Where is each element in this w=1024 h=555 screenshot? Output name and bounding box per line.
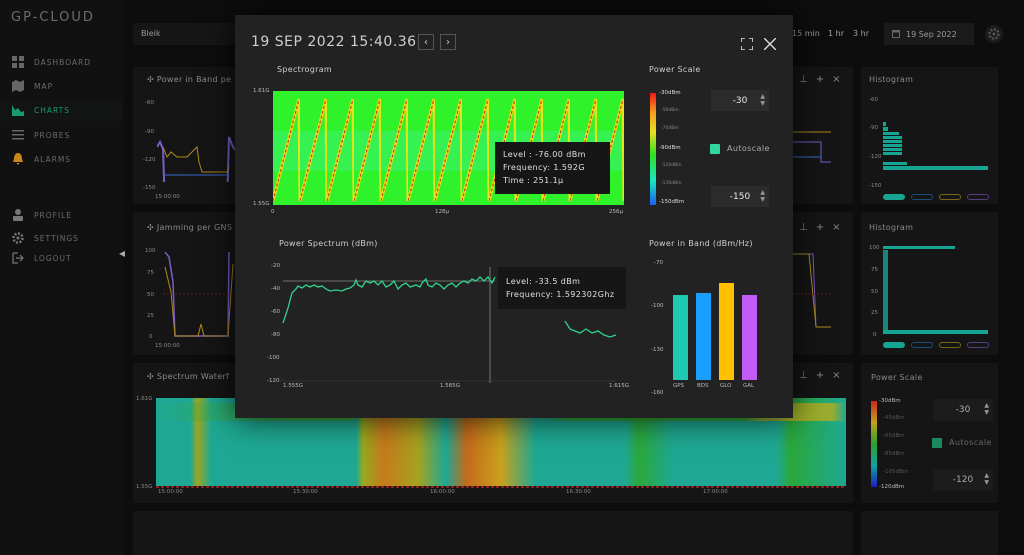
panel-partial	[133, 511, 853, 555]
bar-gal[interactable]	[742, 295, 757, 380]
sidebar-item-profile[interactable]: PROFILE	[0, 204, 123, 226]
sidebar-item-label: MAP	[34, 81, 54, 91]
sidebar-item-settings[interactable]: SETTINGS	[0, 227, 123, 249]
next-button[interactable]: ›	[440, 34, 456, 50]
range-3hr[interactable]: 3 hr	[853, 29, 869, 38]
range-15min[interactable]: 15 min	[792, 29, 820, 38]
autoscale-checkbox[interactable]	[710, 144, 720, 154]
bar-bds[interactable]	[696, 293, 711, 380]
close-icon[interactable]	[763, 35, 777, 54]
panel-actions: ⊥ + ×	[799, 370, 841, 381]
sidebar-item-dashboard[interactable]: DASHBOARD	[0, 51, 123, 73]
panel-title: ✣ Power in Band pe	[147, 75, 232, 84]
legend-bds-toggle[interactable]	[911, 342, 933, 348]
max-power-input[interactable]: -30 ▲ ▼	[933, 399, 993, 421]
sidebar-item-label: PROFILE	[34, 210, 73, 220]
pin-icon[interactable]: ⊥	[799, 74, 808, 85]
sidebar-item-probes[interactable]: PROBES	[0, 124, 123, 146]
histogram-chart	[883, 246, 988, 334]
min-power-input[interactable]: -150 ▲ ▼	[711, 186, 769, 207]
spectrogram-tooltip: Level : -76.00 dBm Frequency: 1.592G Tim…	[495, 142, 610, 194]
date-value: 19 Sep 2022	[906, 29, 957, 39]
close-icon[interactable]: ×	[832, 222, 841, 233]
stepper-icon[interactable]: ▲ ▼	[760, 189, 765, 203]
histogram-panel-2: Histogram 100 75 50 25 0	[861, 212, 998, 355]
calendar-icon	[892, 29, 900, 40]
logout-icon	[12, 252, 24, 264]
gear-icon	[12, 232, 24, 244]
panel-actions: ⊥ + ×	[799, 74, 841, 85]
histogram-panel-1: Histogram -60 -90 -120 -150	[861, 67, 998, 204]
modal-title: 19 SEP 2022 15:40.36	[251, 34, 417, 50]
pin-icon[interactable]: ⊥	[799, 222, 808, 233]
add-icon[interactable]: +	[815, 74, 825, 85]
close-icon[interactable]: ×	[832, 74, 841, 85]
sidebar-item-label: DASHBOARD	[34, 57, 92, 67]
legend-glo-toggle[interactable]	[939, 342, 961, 348]
autoscale-checkbox[interactable]	[932, 438, 942, 448]
panel-actions: ⊥ + ×	[799, 222, 841, 233]
fullscreen-icon[interactable]	[740, 35, 754, 54]
move-icon[interactable]: ✣	[147, 75, 157, 84]
stepper-icon[interactable]: ▲ ▼	[984, 402, 989, 416]
legend-bds-toggle[interactable]	[911, 194, 933, 200]
power-colorbar	[650, 93, 656, 205]
collapse-sidebar-icon[interactable]: ◀	[119, 249, 126, 258]
close-icon[interactable]: ×	[832, 370, 841, 381]
spectrum-detail-modal: 19 SEP 2022 15:40.36 ‹ › Spectrogram 1.6…	[235, 15, 793, 418]
stepper-icon[interactable]: ▲ ▼	[984, 472, 989, 486]
user-icon	[12, 209, 24, 221]
panel-title: ✣ Spectrum Waterf	[147, 372, 230, 381]
power-spectrum-tooltip: Level: -33.5 dBm Frequency: 1.592302Ghz	[498, 267, 626, 309]
add-icon[interactable]: +	[815, 222, 825, 233]
pin-icon[interactable]: ⊥	[799, 370, 808, 381]
sidebar-item-label: PROBES	[34, 130, 71, 140]
max-power-input[interactable]: -30 ▲ ▼	[711, 90, 769, 111]
bar-gps[interactable]	[673, 295, 688, 380]
legend-gal-toggle[interactable]	[967, 342, 989, 348]
sidebar-item-alarms[interactable]: ALARMS	[0, 148, 123, 170]
gear-icon	[988, 25, 1000, 44]
power-in-band-chart	[157, 136, 237, 182]
colorbar	[871, 401, 877, 487]
jamming-chart	[163, 252, 238, 337]
legend-glo-toggle[interactable]	[939, 194, 961, 200]
stepper-icon[interactable]: ▲ ▼	[760, 93, 765, 107]
bar-glo[interactable]	[719, 283, 734, 380]
grid-icon	[12, 56, 24, 68]
sidebar-item-logout[interactable]: LOGOUT	[0, 247, 123, 269]
sidebar: GP-CLOUD DASHBOARD MAP CHARTS PROBES ALA…	[0, 0, 125, 555]
sidebar-item-charts[interactable]: CHARTS	[0, 99, 123, 121]
histogram-chart	[883, 122, 988, 170]
list-icon	[12, 129, 24, 141]
panel-title: ✣ Jamming per GNS	[147, 223, 233, 232]
legend-gps-toggle[interactable]	[883, 194, 905, 200]
power-scale-panel: Power Scale -30dBm -45dBm -65dBm -85dBm …	[861, 363, 998, 503]
sidebar-item-map[interactable]: MAP	[0, 75, 123, 97]
sidebar-item-label: CHARTS	[34, 105, 71, 115]
area-chart-icon	[12, 104, 24, 116]
min-power-input[interactable]: -120 ▲ ▼	[933, 469, 993, 491]
move-icon[interactable]: ✣	[147, 372, 157, 381]
panel-partial	[861, 511, 998, 555]
prev-button[interactable]: ‹	[418, 34, 434, 50]
sidebar-item-label: LOGOUT	[34, 253, 72, 263]
app-logo: GP-CLOUD	[11, 10, 95, 25]
legend-gps-toggle[interactable]	[883, 342, 905, 348]
settings-gear-button[interactable]	[985, 25, 1003, 43]
move-icon[interactable]: ✣	[147, 223, 157, 232]
bell-icon	[12, 153, 24, 165]
location-select[interactable]: Bleik	[133, 23, 253, 45]
date-picker[interactable]: 19 Sep 2022	[884, 23, 974, 45]
power-spectrum-chart[interactable]	[280, 263, 630, 385]
sidebar-item-label: ALARMS	[34, 154, 72, 164]
map-icon	[12, 80, 24, 92]
range-1hr[interactable]: 1 hr	[828, 29, 844, 38]
legend-gal-toggle[interactable]	[967, 194, 989, 200]
add-icon[interactable]: +	[815, 370, 825, 381]
sidebar-item-label: SETTINGS	[34, 233, 79, 243]
